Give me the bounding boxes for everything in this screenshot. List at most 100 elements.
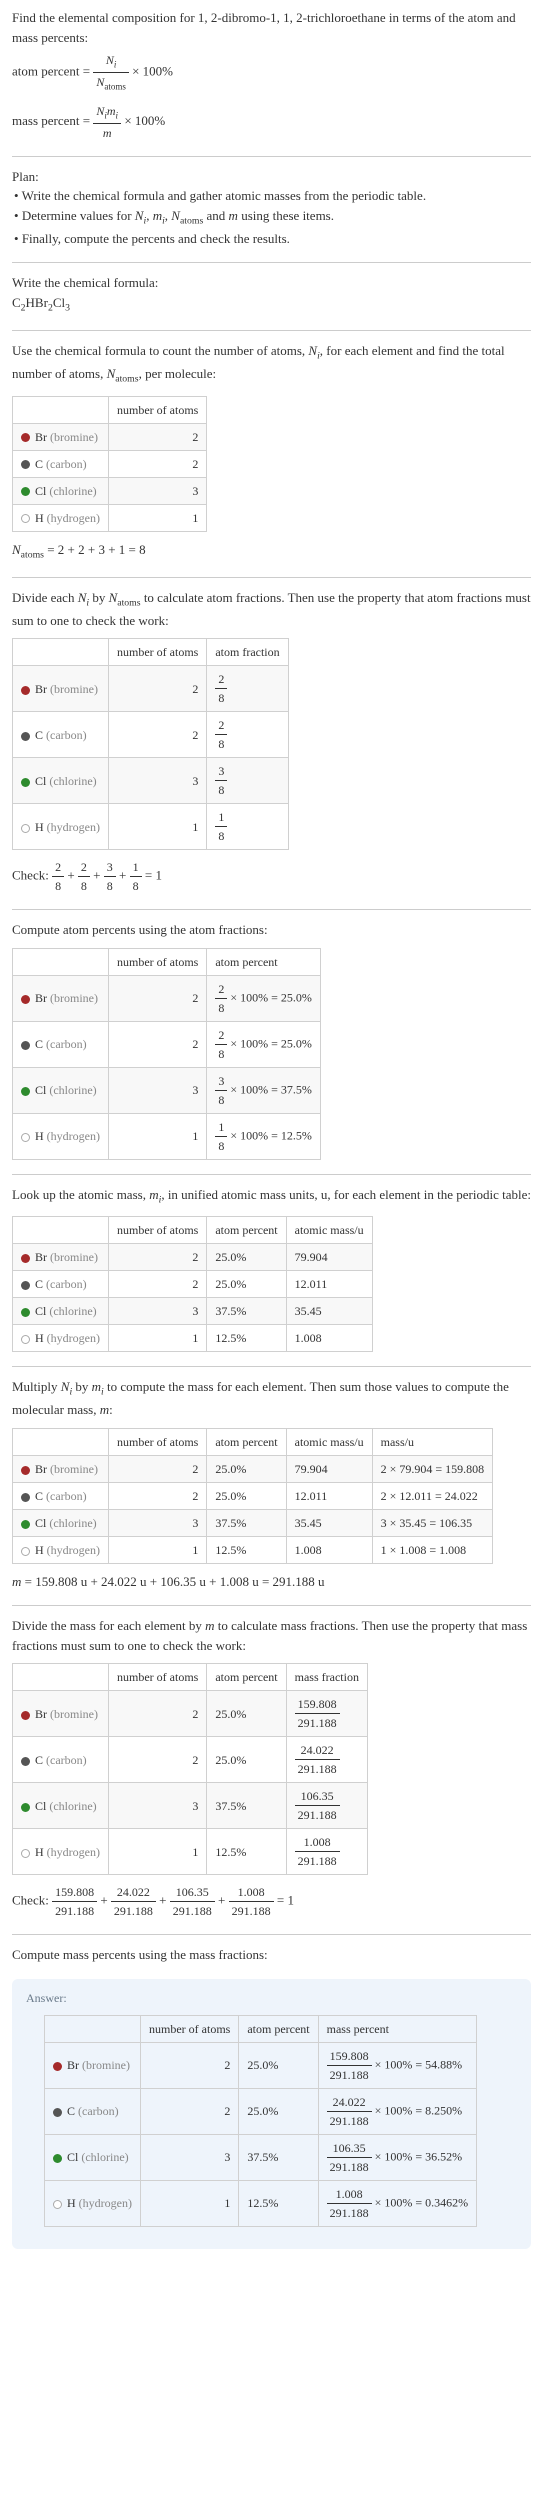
divider	[12, 1605, 531, 1606]
am-t-before: Look up the atomic mass,	[12, 1187, 149, 1202]
col-empty	[13, 1428, 109, 1455]
el-p: 12.5%	[207, 1325, 286, 1352]
carbon-dot-icon	[21, 1041, 30, 1050]
el-paren: (chlorine)	[49, 1799, 96, 1813]
table-row: Cl (chlorine)338	[13, 758, 289, 804]
check-label: Check:	[12, 1893, 52, 1908]
el-n: 3	[141, 2134, 239, 2180]
table-row: Br (bromine)225.0%79.904	[13, 1244, 373, 1271]
atom-pct-title: Compute atom percents using the atom fra…	[12, 920, 531, 940]
el-cl: Cl (chlorine)	[13, 758, 109, 804]
el-label: Br	[35, 991, 47, 1005]
el-n: 1	[109, 1536, 207, 1563]
answer-label: Answer:	[26, 1989, 517, 2007]
el-mf: 1.008291.188	[286, 1829, 367, 1875]
el-n: 3	[109, 1509, 207, 1536]
el-c: C (carbon)	[13, 712, 109, 758]
table-row: C (carbon)225.0%12.011	[13, 1271, 373, 1298]
col-pct: atom percent	[207, 1428, 286, 1455]
col-mfrac: mass fraction	[286, 1664, 367, 1691]
natoms-val: = 2 + 2 + 3 + 1 = 8	[47, 542, 145, 557]
el-p: 37.5%	[207, 1509, 286, 1536]
col-empty	[13, 948, 109, 975]
carbon-dot-icon	[53, 2108, 62, 2117]
el-n: 2	[109, 1244, 207, 1271]
el-calc: 2 × 12.011 = 24.022	[372, 1482, 493, 1509]
divider	[12, 909, 531, 910]
el-label: H	[35, 820, 44, 834]
el-label: C	[35, 1489, 43, 1503]
el-paren: (bromine)	[50, 1250, 98, 1264]
el-cl: Cl (chlorine)	[13, 1298, 109, 1325]
atomic-mass-table: number of atoms atom percent atomic mass…	[12, 1216, 373, 1352]
col-empty	[13, 1217, 109, 1244]
el-mf: 106.35291.188	[286, 1783, 367, 1829]
el-am: 1.008	[286, 1536, 372, 1563]
el-paren: (carbon)	[46, 1753, 87, 1767]
el-mpct: 24.022291.188 × 100% = 8.250%	[318, 2088, 477, 2134]
el-br: Br (bromine)	[13, 423, 109, 450]
el-am: 79.904	[286, 1455, 372, 1482]
el-paren: (bromine)	[50, 682, 98, 696]
el-paren: (chlorine)	[49, 1516, 96, 1530]
el-label: Cl	[67, 2150, 78, 2164]
el-paren: (hydrogen)	[47, 1543, 100, 1557]
table-row: H (hydrogen)112.5%1.008	[13, 1325, 373, 1352]
frac-check: Check: 28 + 28 + 38 + 18 = 1	[12, 858, 531, 895]
el-p: 25.0%	[207, 1271, 286, 1298]
el-paren: (hydrogen)	[47, 820, 100, 834]
frac-t-mid: by	[89, 590, 109, 605]
el-cl: Cl (chlorine)	[13, 1067, 109, 1113]
el-n: 2	[109, 1737, 207, 1783]
el-label: H	[35, 511, 44, 525]
el-label: C	[35, 728, 43, 742]
plan-bullet-1: Write the chemical formula and gather at…	[12, 186, 531, 206]
bromine-dot-icon	[21, 433, 30, 442]
mass-sum-val: = 159.808 u + 24.022 u + 106.35 u + 1.00…	[21, 1574, 324, 1589]
mass-pct-title: Compute mass percents using the mass fra…	[12, 1945, 531, 1965]
carbon-dot-icon	[21, 1493, 30, 1502]
table-row: C (carbon)225.0%12.0112 × 12.011 = 24.02…	[13, 1482, 493, 1509]
plan-b2-after: using these items.	[238, 208, 334, 223]
el-n: 2	[109, 1455, 207, 1482]
el-br: Br (bromine)	[13, 975, 109, 1021]
el-n: 2	[109, 666, 207, 712]
el-mpct: 159.808291.188 × 100% = 54.88%	[318, 2042, 477, 2088]
plan-section: Plan: Write the chemical formula and gat…	[12, 167, 531, 249]
el-h: H (hydrogen)	[13, 1325, 109, 1352]
el-m: 12.011	[286, 1271, 372, 1298]
carbon-dot-icon	[21, 1757, 30, 1766]
mass-calc-title: Multiply Ni by mi to compute the mass fo…	[12, 1377, 531, 1420]
el-mf: 24.022291.188	[286, 1737, 367, 1783]
el-paren: (carbon)	[46, 1277, 87, 1291]
table-row: Br (bromine)2	[13, 423, 207, 450]
el-n: 2	[109, 712, 207, 758]
table-row: C (carbon)228	[13, 712, 289, 758]
atomic-mass-section: Look up the atomic mass, mi, in unified …	[12, 1185, 531, 1352]
el-mf: 159.808291.188	[286, 1691, 367, 1737]
el-h: H (hydrogen)	[13, 1113, 109, 1159]
el-label: H	[35, 1129, 44, 1143]
el-label: Br	[35, 682, 47, 696]
table-row: H (hydrogen)1	[13, 504, 207, 531]
el-p: 25.0%	[207, 1691, 286, 1737]
table-row: H (hydrogen)118	[13, 804, 289, 850]
el-p: 25.0%	[207, 1482, 286, 1509]
atomic-mass-title: Look up the atomic mass, mi, in unified …	[12, 1185, 531, 1208]
atom-pct-table: number of atoms atom percent Br (bromine…	[12, 948, 321, 1160]
el-cl: Cl (chlorine)	[13, 1783, 109, 1829]
el-n: 3	[109, 1783, 207, 1829]
el-paren: (carbon)	[46, 1489, 87, 1503]
table-row: Cl (chlorine)337.5%106.35291.188 × 100% …	[45, 2134, 477, 2180]
atom-percent-fraction: Ni Natoms	[93, 51, 129, 94]
el-c: C (carbon)	[13, 450, 109, 477]
el-c: C (carbon)	[13, 1271, 109, 1298]
hydrogen-dot-icon	[21, 1849, 30, 1858]
table-row: C (carbon)225.0%24.022291.188	[13, 1737, 368, 1783]
fraction-table: number of atoms atom fraction Br (bromin…	[12, 638, 289, 850]
col-atoms: number of atoms	[109, 396, 207, 423]
atom-percent-lhs: atom percent =	[12, 63, 90, 78]
el-pct: 28 × 100% = 25.0%	[207, 975, 321, 1021]
mass-frac-title: Divide the mass for each element by m to…	[12, 1616, 531, 1655]
chlorine-dot-icon	[53, 2154, 62, 2163]
